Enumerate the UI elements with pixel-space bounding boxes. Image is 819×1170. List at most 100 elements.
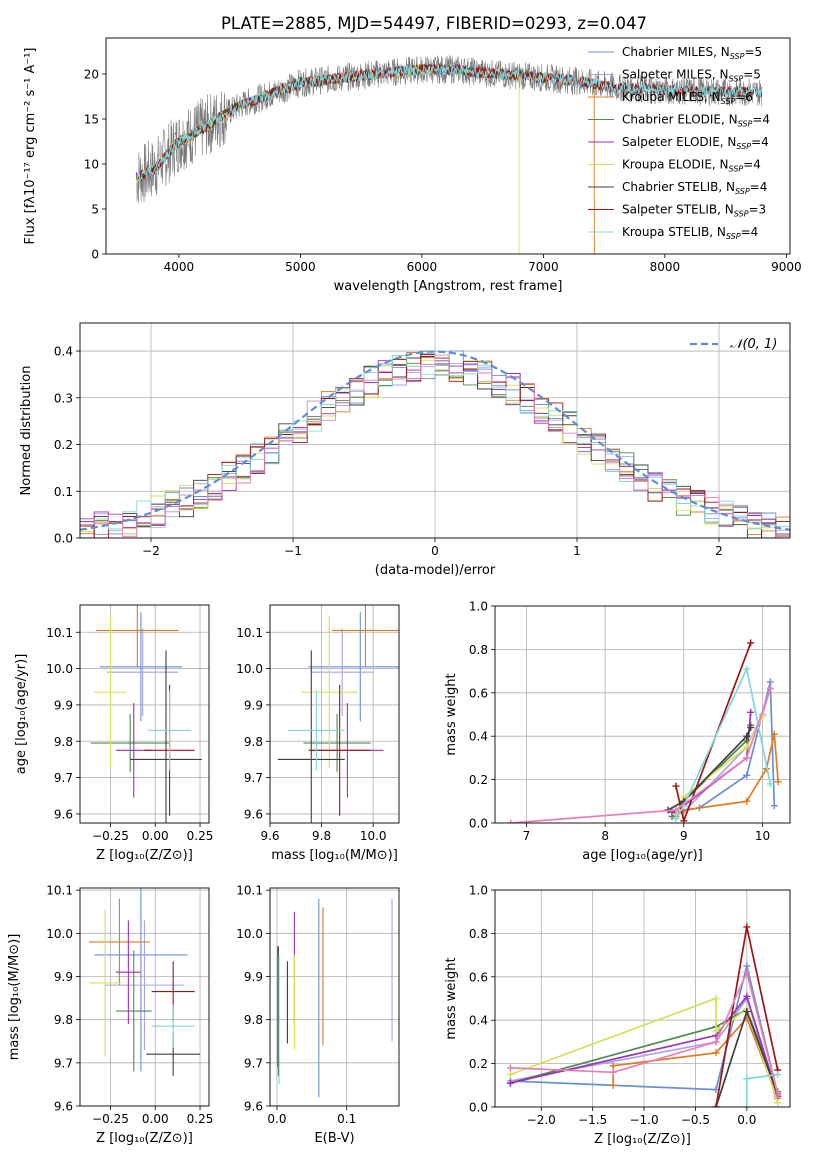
- y-tick-label: 9.9: [244, 698, 263, 712]
- gaussian-legend-label: 𝒩(0, 1): [730, 337, 777, 352]
- y-tick-label: 0.8: [469, 643, 488, 657]
- y-tick-label: 15: [84, 113, 99, 127]
- y-tick-label: 0.2: [54, 438, 73, 452]
- weight-marker: [774, 1070, 782, 1078]
- weight-marker: [609, 1068, 617, 1076]
- x-tick-label: −1.0: [629, 1113, 658, 1127]
- x-tick-label: −0.25: [92, 829, 129, 843]
- weight-line-7: [667, 727, 752, 811]
- legend-tail: =4: [752, 113, 770, 127]
- y-tick-label: 1.0: [469, 884, 488, 898]
- x-axis-label: wavelength [Angstrom, rest frame]: [334, 279, 563, 294]
- weight-marker: [743, 1008, 751, 1016]
- legend-sub: SSP: [730, 52, 745, 61]
- weight-marker: [743, 962, 751, 970]
- x-tick-label: −0.5: [681, 1113, 710, 1127]
- weight-line-3: [675, 733, 780, 818]
- legend-sub: SSP: [738, 120, 753, 129]
- weight-marker: [743, 771, 751, 779]
- legend-sub: SSP: [726, 232, 741, 241]
- gaussian-curve: [80, 350, 790, 531]
- legend-tail: =6: [735, 90, 753, 104]
- legend-text: Salpeter MILES, N: [622, 68, 729, 82]
- x-tick-label: −1: [284, 544, 302, 558]
- y-tick-label: 10.0: [236, 927, 263, 941]
- y-tick-label: 10.1: [236, 626, 263, 640]
- y-tick-label: 9.6: [244, 1100, 263, 1114]
- x-axis-label: Z [log₁₀(Z/Z⊙)]: [96, 848, 193, 863]
- y-tick-label: 9.7: [244, 1056, 263, 1070]
- axes-frame: [269, 887, 400, 1107]
- y-tick-label: 9.9: [244, 970, 263, 984]
- y-tick-label: 10.1: [236, 884, 263, 898]
- weight-marker: [743, 743, 751, 751]
- y-tick-label: 0.4: [469, 1014, 488, 1028]
- x-tick-label: 6000: [407, 260, 438, 274]
- legend-text: Chabrier MILES, N: [622, 45, 730, 59]
- y-tick-label: 9.6: [244, 807, 263, 821]
- x-tick-label: 9.6: [260, 829, 279, 843]
- y-tick-label: 0.1: [54, 485, 73, 499]
- weight-marker: [743, 732, 751, 740]
- legend-tail: =5: [743, 68, 761, 82]
- x-tick-label: 4000: [164, 260, 195, 274]
- y-tick-label: 0.4: [469, 730, 488, 744]
- x-tick-label: 1: [573, 544, 581, 558]
- weight-marker: [766, 678, 774, 686]
- y-tick-label: 9.6: [54, 807, 73, 821]
- panel-mass_vs_ebv: 0.0 0.1 9.6 9.7 9.8 9.9 10.0 10.1 E(B-V): [236, 884, 400, 1146]
- y-axis-label: mass weight: [444, 957, 459, 1039]
- x-tick-label: 7000: [528, 260, 559, 274]
- panel-weight_vs_age: 7 8 9 10 0.0 0.2 0.4 0.6 0.8 1.0 age [log₁₀(age/yr…: [444, 600, 791, 863]
- weight-marker: [609, 1062, 617, 1070]
- weight-marker: [766, 684, 774, 692]
- y-tick-label: 10.0: [46, 927, 73, 941]
- x-tick-label: 7: [523, 829, 531, 843]
- x-tick-label: 8000: [650, 260, 681, 274]
- weight-marker: [747, 639, 755, 647]
- y-tick-label: 0.6: [469, 970, 488, 984]
- weight-line-9: [675, 666, 772, 820]
- model-line-3: [136, 63, 595, 254]
- axes-frame: [79, 604, 210, 824]
- weight-marker: [743, 968, 751, 976]
- x-axis-label: Z [log₁₀(Z/Z⊙)]: [594, 1132, 691, 1147]
- x-tick-label: 2: [715, 544, 723, 558]
- y-tick-label: 9.7: [54, 771, 73, 785]
- legend-tail: =4: [743, 158, 761, 172]
- plot-area: [270, 888, 399, 1106]
- x-tick-label: 9.8: [312, 829, 331, 843]
- y-tick-label: 9.9: [54, 970, 73, 984]
- x-axis-label: mass [log₁₀(M/M⊙)]: [271, 848, 398, 863]
- weight-marker: [712, 1038, 720, 1046]
- legend-text: Salpeter ELODIE, N: [622, 135, 736, 149]
- legend-entry: Kroupa MILES, NSSP=6: [622, 90, 753, 106]
- weight-marker: [743, 665, 751, 673]
- x-tick-label: −2: [142, 544, 160, 558]
- legend-text: Chabrier ELODIE, N: [622, 113, 738, 127]
- legend-sub: SSP: [729, 75, 744, 84]
- legend-tail: =5: [744, 45, 762, 59]
- weight-marker: [743, 754, 751, 762]
- x-tick-label: 0: [431, 544, 439, 558]
- x-axis-label: (data-model)/error: [375, 563, 496, 578]
- y-tick-label: 0.0: [469, 1101, 488, 1115]
- x-tick-label: −1.5: [578, 1113, 607, 1127]
- x-tick-label: 0.25: [187, 829, 214, 843]
- x-tick-label: 0.00: [142, 829, 169, 843]
- y-tick-label: 0.8: [469, 927, 488, 941]
- weight-marker: [672, 782, 680, 790]
- plot-area: [135, 55, 763, 254]
- x-tick-label: 0.1: [337, 1112, 356, 1126]
- panel-age_vs_Z: −0.25 0.00 0.25 9.6 9.7 9.8 9.9 10.0 10.1 Z [log₁…: [14, 604, 214, 863]
- weight-marker: [712, 1049, 720, 1057]
- weight-marker: [712, 995, 720, 1002]
- y-tick-label: 9.8: [244, 735, 263, 749]
- y-tick-label: 0.6: [469, 686, 488, 700]
- plot-area: [80, 888, 209, 1106]
- y-axis-label: Flux [fλ10⁻¹⁷ erg cm⁻² s⁻¹ A⁻¹]: [23, 48, 38, 245]
- panel-age_vs_mass: 9.6 9.8 10.0 9.6 9.7 9.8 9.9 10.0 10.1 mass [log₁…: [236, 604, 400, 863]
- y-tick-label: 10.0: [236, 662, 263, 676]
- y-tick-label: 9.7: [54, 1056, 73, 1070]
- legend-entry: Chabrier ELODIE, NSSP=4: [622, 113, 770, 129]
